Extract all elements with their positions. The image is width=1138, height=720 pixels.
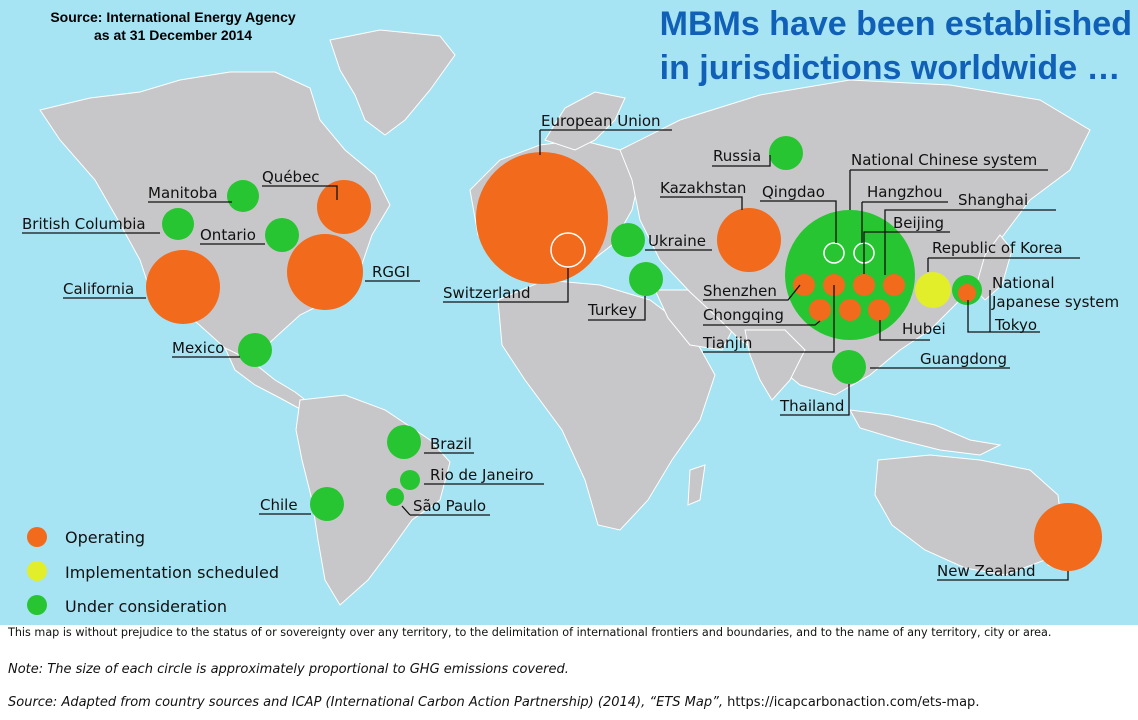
headline: MBMs have been established in jurisdicti…: [660, 2, 1132, 90]
label-new-zealand: New Zealand: [937, 562, 1036, 580]
circle-ukraine: [611, 223, 645, 257]
label-european-union: European Union: [541, 112, 661, 130]
footer-source-url: https://icapcarbonaction.com/ets-map.: [722, 695, 980, 710]
footer-source: Source: Adapted from country sources and…: [8, 695, 979, 710]
circle-european-union: [476, 152, 608, 284]
label-japanese-system: Japanese system: [991, 293, 1119, 311]
label-republic-of-korea: Republic of Korea: [932, 239, 1063, 257]
label-beijing: Beijing: [893, 214, 944, 232]
madagascar-landmass: [687, 464, 706, 506]
label-rio-de-janeiro: Rio de Janeiro: [430, 466, 534, 484]
label-brazil: Brazil: [430, 435, 472, 453]
label-shenzhen: Shenzhen: [703, 282, 777, 300]
map-legend: Operating Implementation scheduled Under…: [27, 527, 279, 616]
world-map: European Union Switzerland Russia Ukrain…: [0, 0, 1138, 625]
label-tokyo: Tokyo: [994, 316, 1037, 334]
scandinavia-landmass: [544, 91, 626, 151]
circle-turkey: [629, 262, 663, 296]
circle-rggi: [287, 234, 363, 310]
label-russia: Russia: [713, 147, 761, 165]
legend-swatch-operating: [27, 527, 47, 547]
jurisdiction-circles: [146, 136, 1102, 571]
circle-manitoba: [227, 180, 259, 212]
circle-mexico: [238, 333, 272, 367]
circle-sao-paulo: [386, 488, 404, 506]
label-sao-paulo: São Paulo: [413, 497, 486, 515]
footer-source-citation: Source: Adapted from country sources and…: [8, 695, 723, 710]
label-hangzhou: Hangzhou: [867, 183, 943, 201]
circle-switzerland: [550, 232, 586, 268]
label-thailand: Thailand: [779, 397, 844, 415]
label-california: California: [63, 280, 134, 298]
label-chongqing: Chongqing: [703, 306, 784, 324]
footer-note: Note: The size of each circle is approxi…: [8, 662, 569, 677]
circle-chile: [310, 487, 344, 521]
circle-ontario: [265, 218, 299, 252]
headline-line-2: in jurisdictions worldwide …: [659, 49, 1121, 87]
label-ontario: Ontario: [200, 226, 256, 244]
leader-lines: [22, 129, 1080, 581]
circle-quebec: [317, 180, 371, 234]
circle-chongqing: [809, 299, 831, 321]
headline-line-1: MBMs have been established: [659, 5, 1132, 43]
legend-swatch-implementation-scheduled: [27, 561, 47, 581]
label-shanghai: Shanghai: [958, 191, 1028, 209]
footer-disclaimer: This map is without prejudice to the sta…: [8, 626, 1052, 639]
circle-shanghai: [883, 274, 905, 296]
label-hubei: Hubei: [902, 320, 946, 338]
circle-russia: [769, 136, 803, 170]
label-switzerland: Switzerland: [443, 284, 531, 302]
source-note: Source: International Energy Agency as a…: [18, 8, 328, 44]
label-quebec: Québec: [262, 168, 320, 186]
label-mexico: Mexico: [172, 339, 224, 357]
circle-british-columbia: [162, 208, 194, 240]
source-note-line-2: as at 31 December 2014: [94, 27, 252, 43]
circle-brazil: [387, 425, 421, 459]
label-manitoba: Manitoba: [148, 184, 218, 202]
legend-label-operating: Operating: [65, 528, 145, 547]
jurisdiction-labels: European Union Switzerland Russia Ukrain…: [22, 112, 1119, 580]
label-qingdao: Qingdao: [762, 183, 825, 201]
southeast-asia-islands: [849, 409, 1002, 456]
legend-label-under-consideration: Under consideration: [65, 597, 227, 616]
greenland-landmass: [329, 29, 456, 136]
circle-republic-of-korea: [915, 272, 951, 308]
india-landmass: [744, 329, 806, 401]
label-guangdong: Guangdong: [920, 350, 1007, 368]
label-chile: Chile: [260, 496, 298, 514]
circle-beijing-b: [853, 274, 875, 296]
circle-thailand: [832, 350, 866, 384]
label-kazakhstan: Kazakhstan: [660, 179, 746, 197]
label-turkey: Turkey: [587, 301, 637, 319]
label-tianjin: Tianjin: [702, 334, 752, 352]
label-rggi: RGGI: [372, 263, 410, 281]
label-ukraine: Ukraine: [648, 232, 706, 250]
legend-label-implementation-scheduled: Implementation scheduled: [65, 563, 279, 582]
circle-hubei: [868, 299, 890, 321]
circle-california: [146, 250, 220, 324]
circle-rio-de-janeiro: [400, 470, 420, 490]
label-british-columbia: British Columbia: [22, 215, 146, 233]
source-note-line-1: Source: International Energy Agency: [50, 9, 296, 25]
circle-tokyo: [958, 284, 976, 302]
circle-kazakhstan: [717, 208, 781, 272]
circle-shenzhen: [793, 274, 815, 296]
circle-tianjin: [839, 299, 861, 321]
label-national: National: [992, 274, 1055, 292]
legend-swatch-under-consideration: [27, 595, 47, 615]
label-national-chinese-system: National Chinese system: [851, 151, 1037, 169]
circle-qingdao: [823, 242, 845, 264]
circle-new-zealand: [1034, 503, 1102, 571]
africa-landmass: [497, 279, 716, 531]
